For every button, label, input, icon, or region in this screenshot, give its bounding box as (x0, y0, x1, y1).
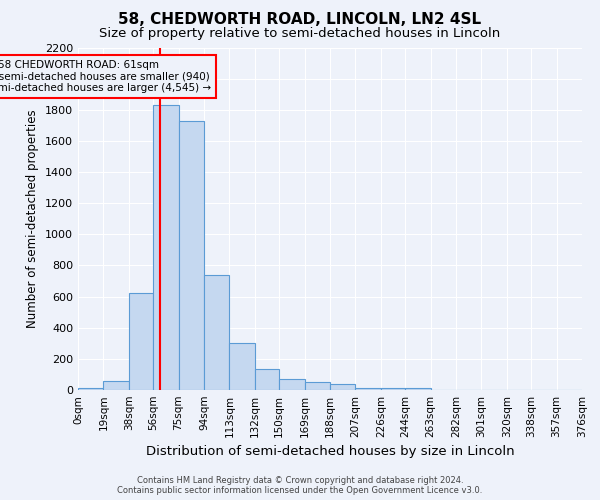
Bar (153, 105, 179, 390)
Bar (103, 380, 129, 390)
X-axis label: Distribution of semi-detached houses by size in Lincoln: Distribution of semi-detached houses by … (146, 446, 514, 458)
Text: Contains HM Land Registry data © Crown copyright and database right 2024.: Contains HM Land Registry data © Crown c… (137, 476, 463, 485)
Text: Size of property relative to semi-detached houses in Lincoln: Size of property relative to semi-detach… (100, 28, 500, 40)
Bar (405, 388, 431, 390)
Bar (204, 275, 229, 390)
Bar (355, 388, 381, 390)
Bar (229, 342, 255, 390)
Bar (305, 382, 330, 390)
Text: 58, CHEDWORTH ROAD, LINCOLN, LN2 4SL: 58, CHEDWORTH ROAD, LINCOLN, LN2 4SL (118, 12, 482, 28)
Bar (179, 120, 204, 390)
Bar (330, 384, 355, 390)
Y-axis label: Number of semi-detached properties: Number of semi-detached properties (26, 110, 40, 328)
Bar (255, 369, 279, 390)
Bar (381, 388, 405, 390)
Text: 58 CHEDWORTH ROAD: 61sqm
← 17% of semi-detached houses are smaller (940)
82% of : 58 CHEDWORTH ROAD: 61sqm ← 17% of semi-d… (0, 60, 211, 93)
Bar (279, 379, 305, 390)
Bar (78, 388, 103, 390)
Text: Contains public sector information licensed under the Open Government Licence v3: Contains public sector information licen… (118, 486, 482, 495)
Bar (129, 294, 153, 390)
